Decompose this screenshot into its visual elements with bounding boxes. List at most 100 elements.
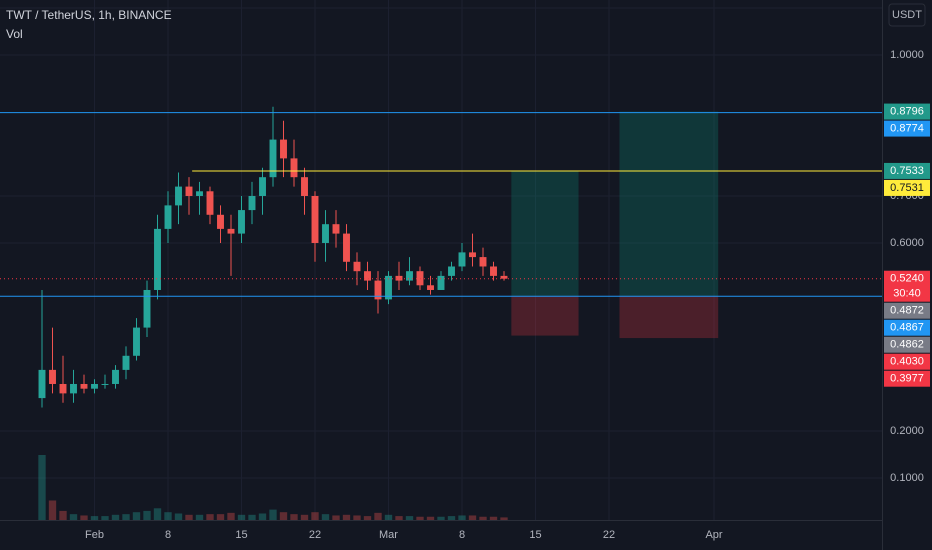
candle-body (301, 177, 308, 196)
candle-body (59, 383, 67, 394)
volume-bar (426, 516, 435, 520)
volume-bar (248, 514, 256, 520)
price-tag-label: 0.7531 (890, 182, 924, 194)
candle-body (70, 383, 77, 394)
candle-body (238, 210, 245, 234)
x-tick-label: 22 (309, 529, 321, 541)
profit-zone (511, 170, 579, 297)
candle-body (322, 224, 329, 243)
candle-body (385, 275, 392, 300)
loss-zone (511, 296, 579, 336)
volume-bar (468, 515, 477, 520)
x-tick-label: Mar (379, 529, 398, 541)
price-tag-label: 0.8796 (890, 105, 924, 117)
candle-body (143, 289, 151, 328)
candle-body (374, 280, 382, 300)
volume-bar (311, 512, 319, 520)
price-tag-label: 0.7533 (890, 165, 924, 177)
symbol-title: TWT / TetherUS, 1h, BINANCE (6, 8, 172, 22)
price-tag-label: 0.4872 (890, 305, 924, 317)
volume-bar (185, 514, 193, 520)
volume-bar (258, 513, 267, 520)
volume-bar (216, 514, 225, 520)
x-tick-label: 15 (235, 529, 247, 541)
price-tag (884, 120, 930, 137)
volume-bar (153, 508, 162, 520)
candle-body (133, 327, 140, 356)
price-tag (884, 370, 930, 387)
candle-body (227, 228, 235, 234)
volume-bar (395, 516, 403, 520)
volume-bar (164, 512, 172, 520)
candle-body (448, 266, 455, 276)
price-tag (884, 353, 930, 370)
volume-bar (174, 513, 183, 520)
y-tick-label: 1.0000 (890, 49, 924, 61)
volume-bar (69, 514, 78, 520)
volume-bar (458, 515, 466, 520)
candle-body (38, 369, 46, 399)
candle-body (248, 195, 256, 211)
volume-bar (489, 516, 498, 520)
volume-bar (227, 512, 235, 520)
volume-bar (269, 509, 277, 520)
candle-body (49, 369, 56, 384)
x-tick-label: 8 (459, 529, 465, 541)
candle-body (280, 139, 287, 159)
volume-bar (38, 455, 46, 520)
candle-body (311, 195, 319, 243)
price-tag-label: 0.8774 (890, 122, 924, 134)
candle-body (353, 261, 361, 272)
candle-body (406, 271, 413, 281)
price-tag (884, 103, 930, 120)
volume-bar (237, 514, 246, 520)
price-tag-label: 0.5240 (890, 273, 924, 285)
volume-bar (384, 514, 393, 520)
volume-bar (416, 516, 424, 520)
volume-bar (405, 516, 414, 520)
candle-body (196, 191, 203, 196)
candle-body (217, 214, 224, 229)
currency-label[interactable]: USDT (892, 9, 922, 21)
volume-bar (48, 500, 57, 520)
volume-bar (111, 514, 120, 520)
price-tag-label: 0.3977 (890, 373, 924, 385)
indicator-label: Vol (6, 27, 23, 41)
volume-bar (279, 512, 288, 520)
countdown: 30:40 (893, 288, 921, 300)
y-tick-label: 0.6000 (890, 237, 924, 249)
x-tick-label: 22 (603, 529, 615, 541)
volume-bar (290, 514, 298, 520)
candle-body (80, 383, 88, 389)
candle-body (122, 355, 130, 370)
price-tag (884, 179, 930, 196)
candle-body (395, 275, 403, 281)
volume-bar (195, 514, 204, 520)
price-tag (884, 336, 930, 353)
price-tag-label: 0.4867 (890, 322, 924, 334)
candle-body (364, 271, 371, 281)
candle-body (458, 252, 466, 267)
candle-body (91, 383, 98, 389)
volume-bar (206, 514, 214, 520)
volume-bar (101, 516, 109, 520)
currency-button[interactable] (888, 3, 926, 27)
candle-body (101, 383, 109, 385)
candle-body (500, 275, 508, 279)
volume-bar (374, 512, 382, 520)
candle-body (490, 266, 497, 276)
loss-zone (619, 296, 719, 339)
volume-bar (342, 514, 351, 520)
volume-bar (59, 510, 67, 520)
candle-body (154, 228, 161, 290)
candle-body (175, 186, 182, 206)
candle-body (479, 257, 487, 267)
x-tick-label: 15 (529, 529, 541, 541)
x-tick-label: Apr (705, 529, 722, 541)
price-tag (884, 302, 930, 319)
volume-bar (363, 516, 372, 520)
candle-body (259, 177, 266, 196)
candle-body (437, 275, 445, 290)
